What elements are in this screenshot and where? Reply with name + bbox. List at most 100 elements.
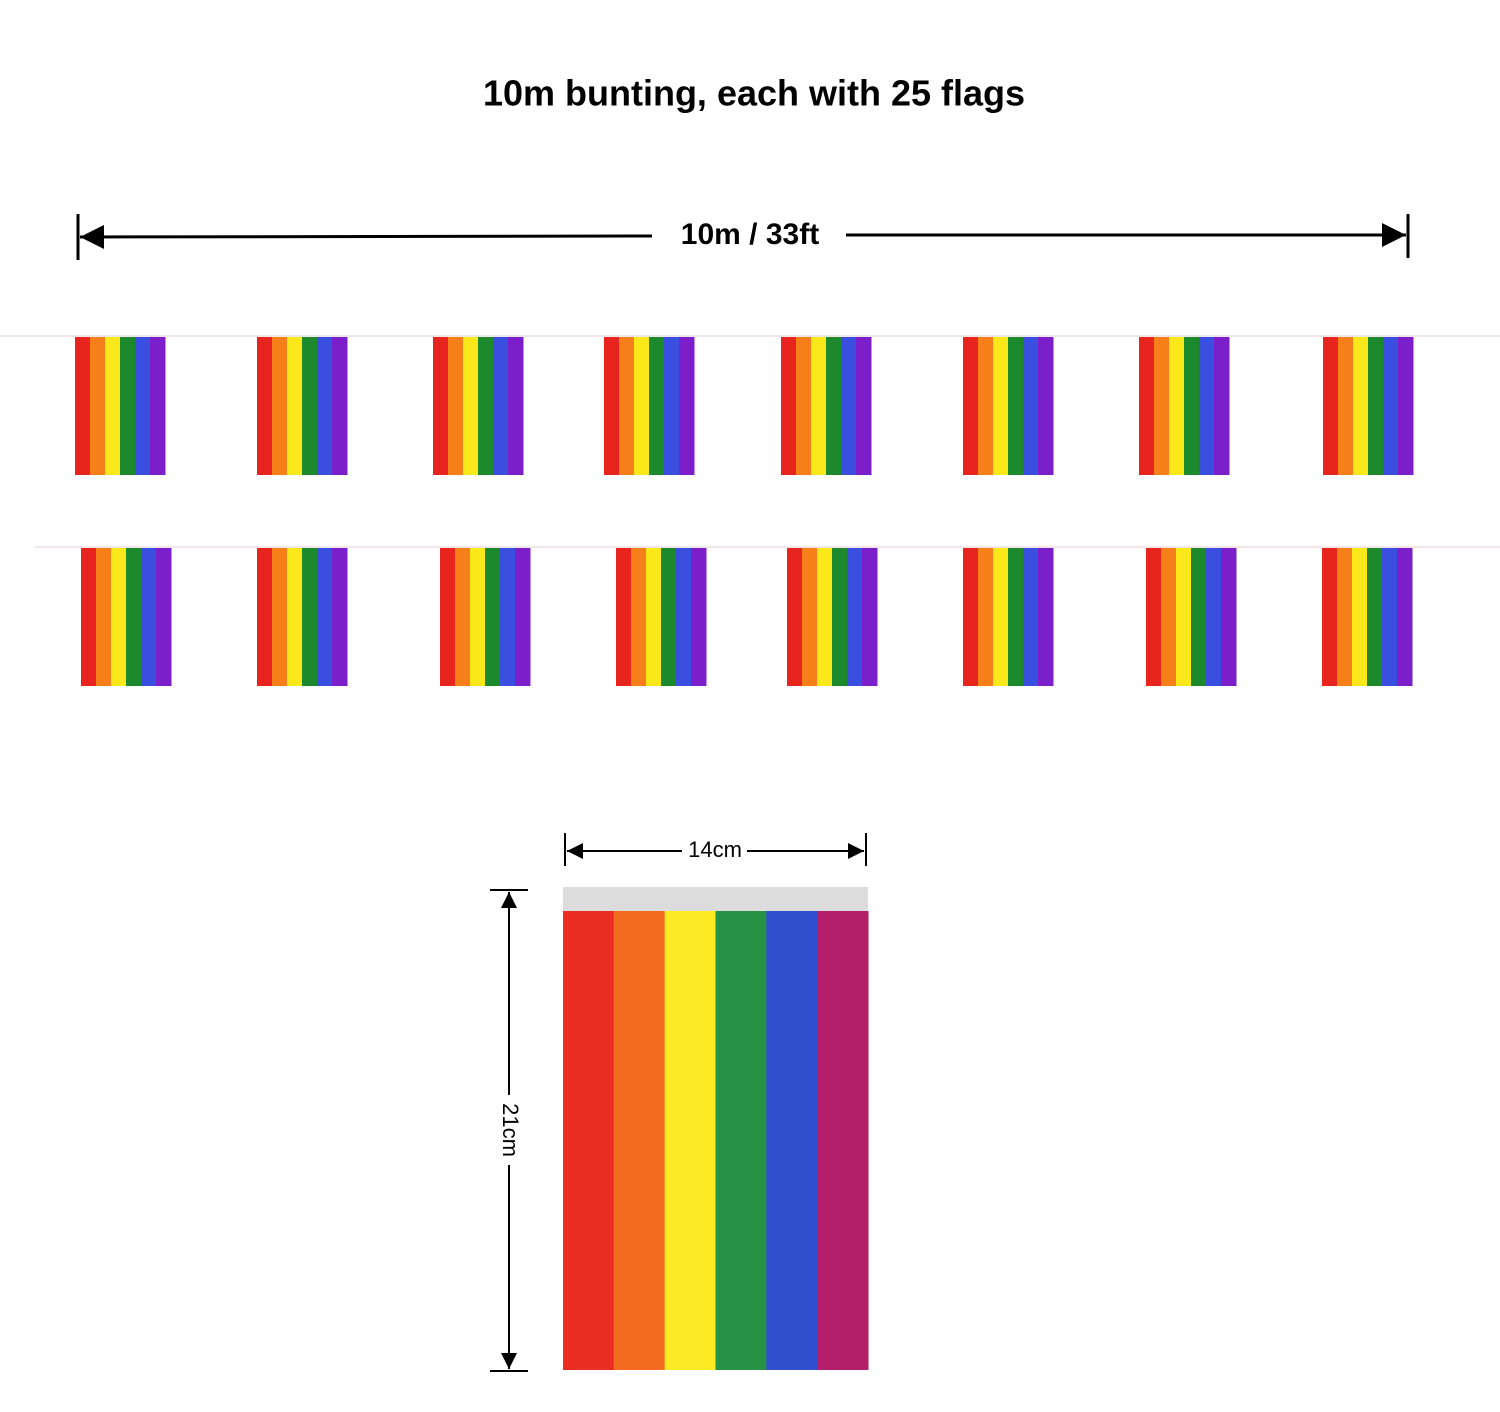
flag-stripe (111, 548, 127, 686)
flag-stripe (448, 337, 464, 475)
flag-stripe (649, 337, 665, 475)
flag-stripe (978, 548, 994, 686)
flag-stripe (1367, 548, 1383, 686)
flag-stripe (1184, 337, 1200, 475)
flag-stripe (1023, 337, 1039, 475)
flag (963, 548, 1054, 686)
flag-stripe (604, 337, 620, 475)
flag-stripe (470, 548, 486, 686)
flag-stripe (156, 548, 172, 686)
flag (433, 337, 524, 475)
flag-stripe (817, 548, 833, 686)
flag-stripe (1323, 337, 1339, 475)
flag-stripe (811, 337, 827, 475)
flag-stripe (1214, 337, 1230, 475)
flag-stripe (257, 337, 273, 475)
flag-stripe (1191, 548, 1207, 686)
flag-stripe (679, 337, 695, 475)
flag-stripe (691, 548, 707, 686)
flag-stripe (302, 337, 318, 475)
flag-stripe (1397, 548, 1413, 686)
flag-stripe (1008, 548, 1024, 686)
flag-stripe (1383, 337, 1399, 475)
flag-stripe (96, 548, 112, 686)
flag-stripe (841, 337, 857, 475)
flag-stripe (993, 337, 1009, 475)
flag-stripe (832, 548, 848, 686)
flag-stripe (1221, 548, 1237, 686)
flag-stripe (631, 548, 647, 686)
flag-stripe (1161, 548, 1177, 686)
flag-stripe (508, 337, 524, 475)
flag-stripe (826, 337, 842, 475)
flag-stripe (664, 337, 680, 475)
flag-stripe (317, 337, 333, 475)
flag-stripe (135, 337, 151, 475)
flag-stripe (105, 337, 121, 475)
flag-stripe (963, 548, 979, 686)
flag-stripe (272, 548, 288, 686)
title: 10m bunting, each with 25 flags (483, 73, 1025, 114)
flag (616, 548, 707, 686)
flag (257, 337, 348, 475)
flag-stripe (126, 548, 142, 686)
flag-stripe (1368, 337, 1384, 475)
flag (963, 337, 1054, 475)
flag (604, 337, 695, 475)
flag-stripe (646, 548, 662, 686)
flag (787, 548, 878, 686)
flag-stripe (75, 337, 91, 475)
flag-stripe (616, 548, 632, 686)
flag (1146, 548, 1237, 686)
flag-stripe (493, 337, 509, 475)
height-label: 21cm (498, 1103, 523, 1157)
flag-stripe (317, 548, 333, 686)
flag-stripe (332, 548, 348, 686)
flag-stripe (1206, 548, 1222, 686)
flag-stripe (257, 548, 273, 686)
dimension-line (79, 224, 653, 249)
flag-hem (563, 887, 868, 911)
flag-stripe (141, 548, 157, 686)
flag-stripe (993, 548, 1009, 686)
flag-stripe (766, 911, 818, 1370)
flag (75, 337, 166, 475)
flag-stripe (90, 337, 106, 475)
flag-stripe (440, 548, 456, 686)
flag-stripe (485, 548, 501, 686)
flag-stripe (455, 548, 471, 686)
flag (563, 911, 869, 1370)
flag-stripe (847, 548, 863, 686)
flag-stripe (302, 548, 318, 686)
flag-stripe (1169, 337, 1185, 475)
flag-stripe (817, 911, 869, 1370)
height-dimension: 21cm (490, 889, 528, 1372)
flag-stripe (1338, 337, 1354, 475)
flag-stripe (463, 337, 479, 475)
flag (440, 548, 531, 686)
flag-stripe (634, 337, 650, 475)
flag-stripe (1008, 337, 1024, 475)
flag-stripe (563, 911, 615, 1370)
flag-stripe (1337, 548, 1353, 686)
flag-stripe (661, 548, 677, 686)
flag-stripe (787, 548, 803, 686)
flag-stripe (1382, 548, 1398, 686)
flag (1139, 337, 1230, 475)
flag-stripe (862, 548, 878, 686)
flag-stripe (613, 911, 666, 1370)
flag (257, 548, 348, 686)
flag-stripe (856, 337, 872, 475)
flag-stripe (619, 337, 635, 475)
flag-stripe (1398, 337, 1414, 475)
flag-stripe (287, 548, 303, 686)
flag-stripe (1146, 548, 1162, 686)
width-dimension: 14cm (564, 833, 867, 866)
flag-stripe (1023, 548, 1039, 686)
flag-stripe (796, 337, 812, 475)
flag-stripe (802, 548, 818, 686)
flag-stripe (81, 548, 97, 686)
flag-stripe (1038, 548, 1054, 686)
flag-stripe (1038, 337, 1054, 475)
flag-stripe (1199, 337, 1215, 475)
